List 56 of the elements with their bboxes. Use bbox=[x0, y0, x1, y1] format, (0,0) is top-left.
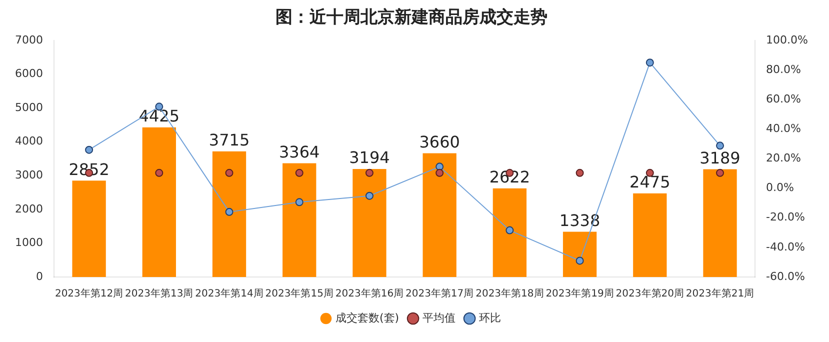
x-tick-label: 2023年第18周 bbox=[476, 288, 544, 300]
bar bbox=[633, 193, 667, 277]
legend-label: 平均值 bbox=[422, 311, 456, 324]
y-tick-label: 6000 bbox=[14, 67, 43, 80]
bar bbox=[352, 169, 386, 277]
bar bbox=[282, 163, 316, 277]
x-tick-label: 2023年第14周 bbox=[195, 288, 264, 300]
point bbox=[365, 192, 374, 200]
y-tick-label: 5000 bbox=[14, 100, 43, 114]
y-tick-label: 7000 bbox=[14, 33, 43, 46]
point bbox=[646, 58, 654, 67]
y2-tick-label: 0.0% bbox=[766, 181, 794, 194]
y2-tick-label: -60.0% bbox=[766, 270, 805, 283]
data-label: 3715 bbox=[208, 130, 250, 150]
point bbox=[716, 142, 724, 150]
bar bbox=[72, 180, 106, 277]
point bbox=[225, 208, 234, 216]
x-tick-label: 2023年第21周 bbox=[686, 288, 754, 300]
data-label: 3660 bbox=[419, 132, 460, 152]
y2-tick-label: 100.0% bbox=[766, 33, 808, 46]
legend-label: 环比 bbox=[479, 311, 502, 324]
y-tick-label: 1000 bbox=[14, 236, 43, 250]
y2-tick-label: 80.0% bbox=[766, 62, 802, 76]
point bbox=[576, 256, 584, 265]
y2-tick-label: -40.0% bbox=[766, 240, 805, 254]
x-tick-label: 2023年第19周 bbox=[546, 288, 614, 300]
data-label: 2475 bbox=[630, 172, 670, 192]
y2-tick-label: 40.0% bbox=[766, 122, 802, 135]
data-label: 3364 bbox=[279, 142, 320, 162]
bar bbox=[492, 188, 527, 277]
y-tick-label: 4000 bbox=[14, 134, 43, 148]
bar bbox=[212, 151, 246, 277]
y-tick-label: 3000 bbox=[14, 168, 43, 182]
data-label: 3194 bbox=[349, 148, 390, 168]
x-tick-label: 2023年第16周 bbox=[335, 288, 404, 300]
legend-label: 成交套数(套) bbox=[335, 311, 400, 324]
y2-tick-label: 60.0% bbox=[766, 92, 802, 106]
y-tick-label: 0 bbox=[36, 270, 43, 283]
y2-tick-label: -20.0% bbox=[766, 210, 805, 224]
x-tick-label: 2023年第15周 bbox=[265, 288, 334, 300]
bar bbox=[562, 232, 597, 277]
point bbox=[85, 146, 94, 154]
x-tick-label: 2023年第17周 bbox=[405, 288, 474, 300]
y-tick-label: 2000 bbox=[14, 202, 43, 216]
point bbox=[506, 226, 514, 234]
data-label: 2622 bbox=[489, 168, 530, 187]
x-tick-label: 2023年第12周 bbox=[54, 288, 124, 300]
point bbox=[295, 198, 304, 206]
data-label: 3189 bbox=[700, 148, 740, 168]
x-tick-label: 2023年第13周 bbox=[125, 288, 194, 300]
chart-title: 图：近十周北京新建商品房成交走势 bbox=[276, 8, 548, 28]
y2-tick-label: 20.0% bbox=[766, 152, 802, 165]
bar bbox=[142, 127, 176, 277]
bar bbox=[422, 153, 456, 277]
bar bbox=[703, 169, 737, 277]
x-tick-label: 2023年第20周 bbox=[616, 288, 684, 300]
